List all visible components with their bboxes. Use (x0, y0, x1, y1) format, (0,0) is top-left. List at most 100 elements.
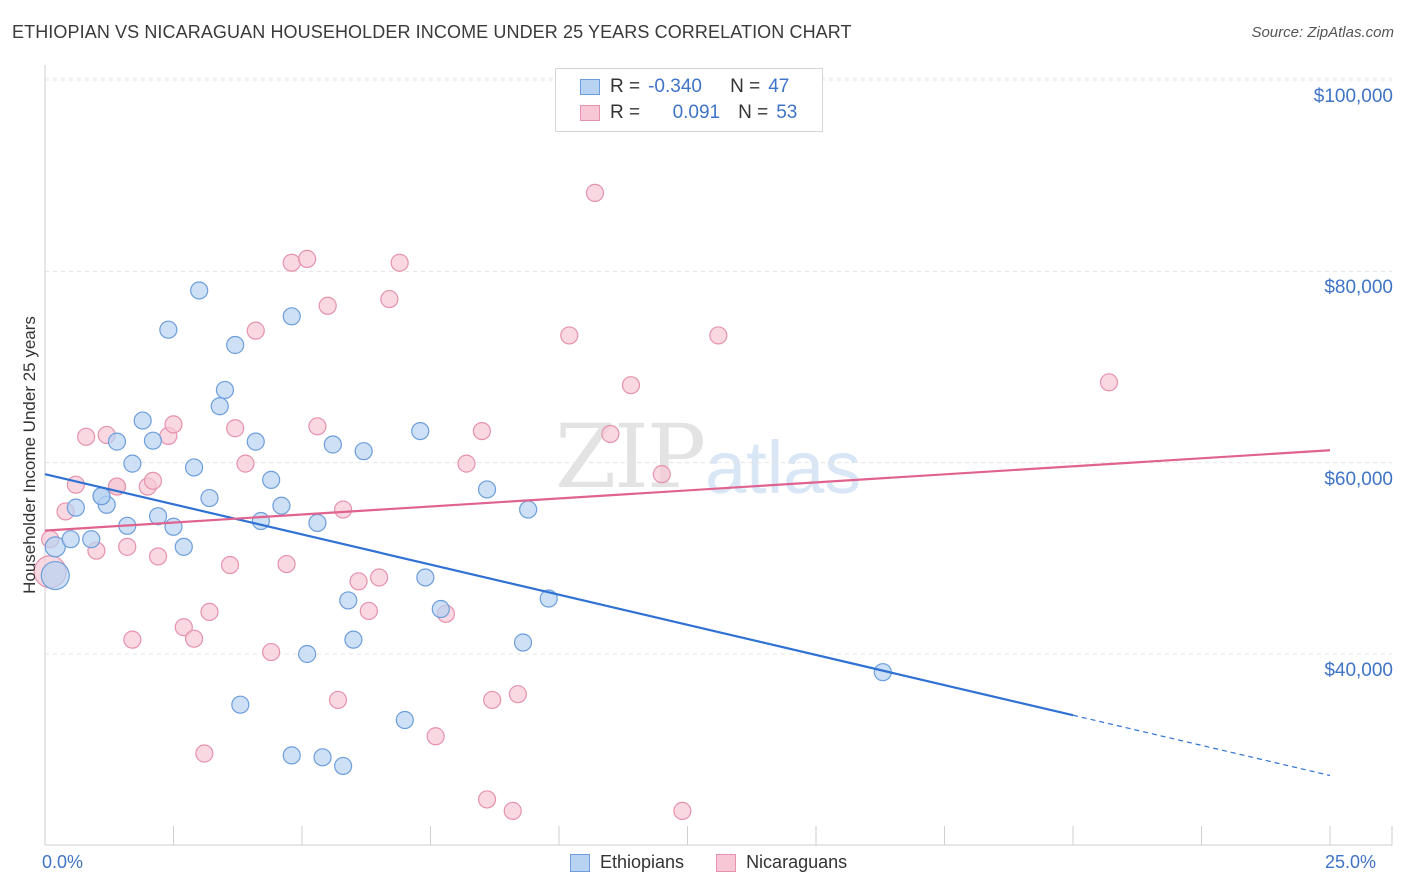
nicaraguan-trend-line (44, 449, 1331, 532)
ethiopian-point (82, 530, 101, 549)
legend-row-nicaraguans: R = 0.091 N = 53 (580, 101, 797, 125)
legend-swatch-blue (580, 79, 600, 95)
legend-swatch-nicaraguans (716, 853, 737, 872)
ethiopian-point (431, 599, 450, 619)
ethiopian-point (298, 644, 317, 664)
ethiopian-point (107, 432, 127, 451)
legend-n-value: 53 (776, 102, 798, 123)
nicaraguan-point (236, 454, 255, 473)
legend-swatch-ethiopians (570, 853, 590, 872)
nicaraguan-point (652, 465, 671, 484)
y-tick-label: $80,000 (1324, 277, 1393, 299)
nicaraguan-point (457, 454, 476, 473)
ethiopian-point (334, 756, 353, 776)
ethiopian-point (519, 500, 538, 519)
legend-swatch-pink (580, 105, 600, 121)
nicaraguan-point (472, 421, 491, 441)
legend-row-ethiopians: R = -0.340 N = 47 (580, 75, 789, 99)
nicaraguan-point (277, 554, 296, 574)
x-tick-label-max: 25.0% (1325, 852, 1377, 872)
ethiopian-point (133, 411, 152, 430)
nicaraguan-point (220, 555, 240, 575)
nicaraguan-point (308, 417, 327, 436)
ethiopian-point (184, 458, 204, 477)
legend-r-value: -0.340 (648, 76, 702, 97)
ethiopian-point (159, 320, 178, 339)
ethiopian-point (344, 630, 363, 649)
nicaraguan-point (359, 601, 378, 621)
ethiopian-point (148, 507, 168, 526)
ethiopian-point (477, 480, 497, 499)
legend-r-label: R = (610, 76, 641, 97)
ethiopian-point (323, 435, 342, 454)
nicaraguan-point (1099, 373, 1119, 392)
nicaraguan-point (560, 326, 579, 345)
x-tick-label-min: 0.0% (42, 852, 84, 872)
ethiopian-point (282, 307, 301, 326)
nicaraguan-point (184, 629, 204, 648)
legend-n-label: N = (730, 76, 761, 97)
nicaraguan-point (483, 690, 502, 710)
ethiopian-point (395, 710, 414, 730)
series-legend: Ethiopians Nicaraguans (570, 852, 847, 873)
nicaraguan-point (262, 642, 281, 662)
ethiopian-point (215, 380, 234, 400)
ethiopian-point (513, 633, 533, 652)
ethiopian-point (308, 513, 327, 533)
nicaraguan-point (282, 253, 301, 272)
nicaraguan-point (709, 326, 728, 345)
ethiopian-trend-extension (1072, 714, 1331, 777)
ethiopian-point (164, 517, 183, 536)
legend-n-value: 47 (768, 76, 790, 97)
nicaraguan-point (508, 685, 527, 704)
nicaraguan-point (123, 630, 142, 649)
nicaraguan-point (298, 249, 317, 268)
ethiopian-point (66, 498, 85, 517)
ethiopian-point (226, 335, 245, 355)
source-label: Source: ZipAtlas.com (1251, 24, 1394, 41)
nicaraguan-point (370, 568, 389, 587)
ethiopian-point (231, 695, 250, 714)
nicaraguan-point (621, 376, 641, 395)
nicaraguan-point (164, 415, 183, 434)
ethiopian-point (313, 748, 332, 767)
nicaraguan-point (349, 572, 368, 591)
ethiopian-trend-line (44, 473, 1074, 717)
ethiopian-point (339, 591, 358, 610)
nicaraguan-point (143, 471, 163, 490)
ethiopian-point (354, 442, 373, 461)
ethiopian-point (246, 432, 265, 451)
ethiopian-point (262, 470, 281, 489)
nicaraguan-point (585, 183, 605, 202)
nicaraguan-point (118, 537, 137, 556)
nicaraguan-point (148, 547, 168, 566)
ethiopian-point (190, 281, 209, 300)
ethiopian-point (143, 431, 163, 450)
nicaraguan-point (77, 427, 96, 446)
y-tick-label: $40,000 (1324, 660, 1393, 681)
nicaraguan-point (503, 801, 522, 820)
legend-r-label: R = (610, 102, 641, 123)
nicaraguan-point (318, 296, 337, 315)
ethiopian-point (416, 568, 435, 587)
nicaraguan-point (174, 618, 193, 637)
nicaraguan-point (673, 801, 692, 820)
legend-label-nicaraguans: Nicaraguans (746, 852, 848, 872)
watermark-atlas: atlas (705, 426, 862, 509)
ethiopian-point (411, 421, 430, 441)
ethiopian-point (44, 536, 66, 558)
nicaraguan-point (200, 602, 219, 622)
correlation-legend: R = -0.340 N = 47 R = 0.091 N = 53 (555, 68, 823, 132)
legend-r-value: 0.091 (672, 102, 721, 123)
legend-n-label: N = (738, 102, 769, 123)
ethiopian-point (200, 488, 219, 508)
y-tick-label: $100,000 (1313, 86, 1393, 107)
nicaraguan-point (334, 500, 353, 519)
nicaraguan-point (328, 690, 348, 710)
ethiopian-point (174, 537, 193, 556)
ethiopian-point (210, 397, 229, 416)
nicaraguan-point (477, 790, 497, 809)
nicaraguan-point (601, 424, 620, 444)
ethiopian-point (61, 530, 80, 549)
